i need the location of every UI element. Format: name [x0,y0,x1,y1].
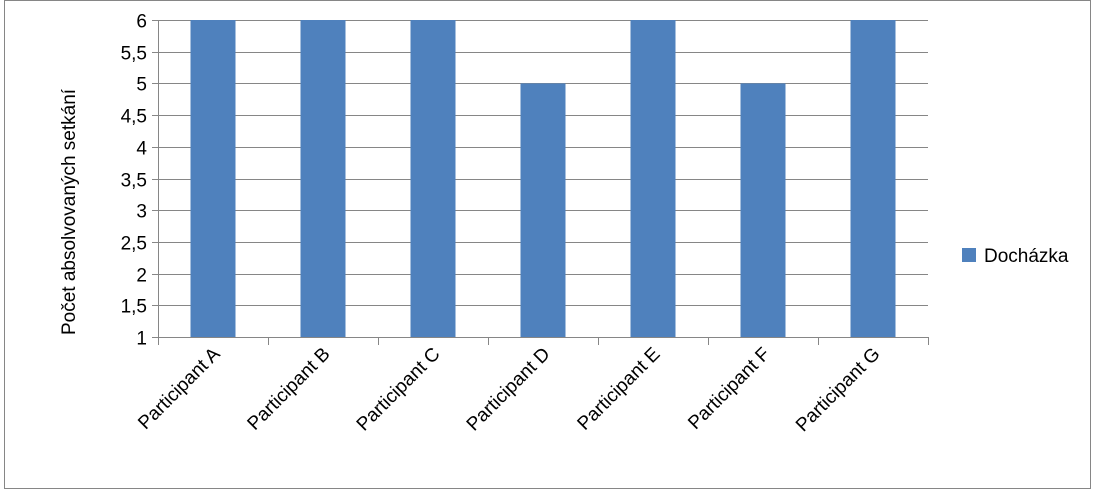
x-tick-label: Participant E [574,344,665,435]
x-tick-label: Participant G [792,344,885,437]
bar [850,20,896,337]
legend-swatch-dochazka [962,248,976,262]
y-tick-labels: 1 1,5 2 2,5 3 3,5 4 4,5 5 5,5 6 [121,12,148,350]
x-tick-label: Participant F [684,344,774,434]
y-tick-label: 3,5 [121,171,147,192]
bar [630,20,676,337]
y-tick-label: 1 [136,329,147,350]
y-tick-label: 4,5 [121,107,147,128]
x-tick-label: Participant C [353,344,445,436]
y-tick-label: 1,5 [121,297,147,318]
x-tick-label: Participant A [134,343,225,434]
y-tick-label: 4 [136,139,147,160]
x-tick-label: Participant B [244,344,335,435]
legend: Docházka [962,246,1069,267]
x-tick-label: Participant D [463,344,555,436]
y-tick-label: 2,5 [121,234,147,255]
bar [410,20,456,337]
bar [520,83,566,338]
y-tick-label: 5 [136,75,147,96]
y-tick-label: 5,5 [121,44,147,65]
y-tick-label: 2 [136,266,147,287]
y-axis-title: Počet absolvovaných setkání [59,88,80,335]
bar [300,20,346,337]
bar [190,20,236,337]
bar [740,83,786,338]
y-tick-label: 6 [136,12,147,33]
legend-label-dochazka: Docházka [984,246,1069,267]
axes [152,20,929,345]
bars [190,20,896,338]
y-tick-label: 3 [136,202,147,223]
